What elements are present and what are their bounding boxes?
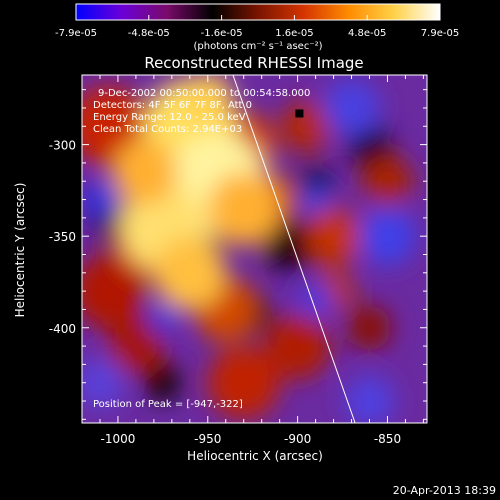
y-axis-ticks: -300 -350 -400 [49, 89, 427, 420]
colorbar-gradient [75, 3, 441, 21]
emission-blob [358, 206, 417, 266]
emission-blob [112, 139, 178, 206]
colorbar-tick-label: 4.8e-05 [348, 28, 386, 39]
colorbar-tick-label: 7.9e-05 [421, 28, 459, 39]
emission-blob [148, 303, 178, 334]
annotation-peak-position: Position of Peak = [-947,-322] [93, 399, 243, 410]
emission-blob [144, 364, 181, 402]
emission-blob [265, 313, 330, 380]
timestamp: 20-Apr-2013 18:39 [393, 484, 496, 497]
colorbar-tick-label: -7.9e-05 [55, 28, 97, 39]
peak-marker [295, 109, 304, 118]
x-axis-tick-label: -950 [194, 432, 221, 446]
solar-limb-line [232, 75, 356, 423]
y-axis-tick-label: -300 [49, 139, 76, 153]
colorbar-ticks: -7.9e-05 -4.8e-05 -1.6e-05 1.6e-05 4.8e-05 7.… [55, 15, 459, 39]
plot-frame [81, 74, 428, 424]
colorbar-tick-label: 1.6e-05 [275, 28, 313, 39]
x-axis-tick-label: -900 [284, 432, 311, 446]
emission-blob [207, 346, 280, 420]
colorbar-tick-label: -1.6e-05 [201, 28, 243, 39]
colorbar-tick-label: -4.8e-05 [128, 28, 170, 39]
annotation-energy: Energy Range: 12.0 - 25.0 keV [93, 112, 246, 123]
emission-blob [347, 305, 392, 350]
annotation-detectors: Detectors: 4F 5F 6F 7F 8F, Att 0 [93, 100, 252, 111]
emission-blob [107, 316, 165, 376]
emission-blob [362, 155, 413, 207]
colorbar-units-label: (photons cm⁻² s⁻¹ asec⁻²) [193, 41, 322, 52]
y-axis-tick-label: -350 [49, 230, 76, 244]
y-axis-tick-label: -400 [49, 322, 76, 336]
y-axis-label: Heliocentric Y (arcsec) [13, 183, 27, 318]
x-axis-ticks: -1000 -950 -900 -850 [99, 75, 424, 446]
emission-blob [297, 281, 334, 319]
annotation-clean: Clean Total Counts: 2.94E+03 [93, 124, 242, 135]
annotation-time-range: 9-Dec-2002 00:50:00.000 to 00:54:58.000 [98, 88, 310, 99]
plot-title: Reconstructed RHESSI Image [144, 54, 363, 72]
emission-blob [207, 172, 280, 246]
annotations: 9-Dec-2002 00:50:00.000 to 00:54:58.000 … [93, 88, 310, 410]
x-axis-tick-label: -850 [374, 432, 401, 446]
emission-blob [182, 75, 233, 125]
emission-blob [82, 357, 126, 409]
image-panel [81, 74, 428, 424]
emission-blob [322, 78, 381, 138]
emission-blob [281, 100, 332, 152]
emission-blob [304, 206, 363, 266]
emission-blob [301, 184, 330, 215]
colorbar: -7.9e-05 -4.8e-05 -1.6e-05 1.6e-05 4.8e-05 7.… [55, 3, 459, 52]
x-axis-tick-label: -1000 [101, 432, 136, 446]
emission-blob [82, 181, 118, 218]
emission-blob [344, 375, 395, 423]
emission-blob [263, 219, 314, 271]
emission-blob [153, 236, 226, 310]
emission-map [82, 75, 417, 423]
x-axis-label: Heliocentric X (arcsec) [187, 449, 323, 463]
